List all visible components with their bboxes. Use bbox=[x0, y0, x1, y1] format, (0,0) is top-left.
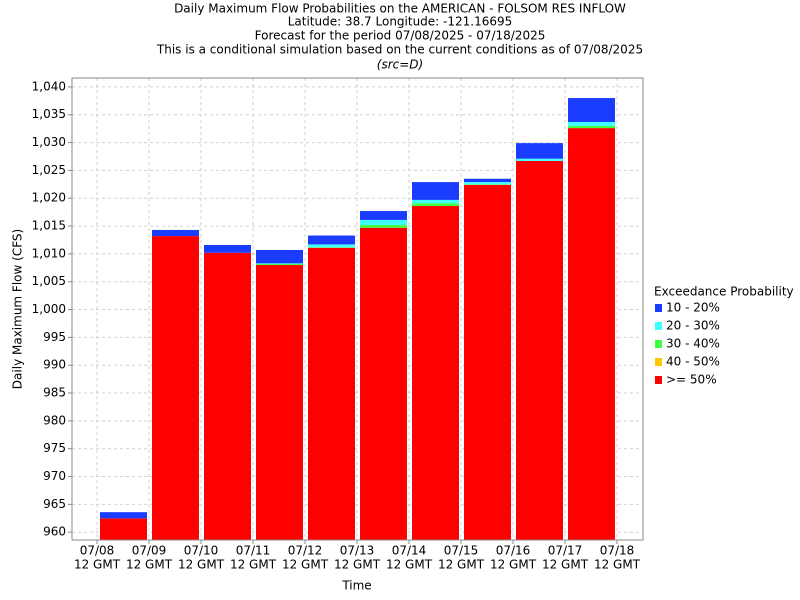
legend-title: Exceedance Probability bbox=[654, 285, 794, 299]
x-tick-label: 12 GMT bbox=[74, 558, 121, 572]
x-tick-label: 07/08 bbox=[80, 544, 115, 558]
bar-segment bbox=[308, 247, 355, 540]
bar-segment bbox=[516, 143, 563, 159]
bar-segment bbox=[412, 206, 459, 540]
y-tick-label: 975 bbox=[43, 441, 66, 455]
bar-segment bbox=[100, 512, 147, 519]
y-tick-label: 985 bbox=[43, 386, 66, 400]
bar-segment bbox=[360, 211, 407, 220]
y-tick-label: 1,000 bbox=[32, 302, 66, 316]
legend-label: 20 - 30% bbox=[666, 319, 720, 333]
chart-title: Daily Maximum Flow Probabilities on the … bbox=[174, 2, 626, 16]
y-tick-label: 995 bbox=[43, 330, 66, 344]
bar-segment bbox=[360, 227, 407, 540]
y-tick-label: 1,035 bbox=[32, 107, 66, 121]
x-tick-label: 12 GMT bbox=[438, 558, 485, 572]
bar-segment bbox=[360, 219, 407, 225]
bar-segment bbox=[412, 182, 459, 200]
legend-swatch bbox=[655, 322, 662, 330]
bar-segment bbox=[204, 252, 251, 541]
x-tick-label: 07/13 bbox=[340, 544, 375, 558]
bar-segment bbox=[100, 518, 147, 540]
bar-segment bbox=[412, 203, 459, 207]
bar-segment bbox=[464, 184, 511, 185]
x-tick-label: 07/11 bbox=[236, 544, 271, 558]
x-tick-label: 07/17 bbox=[548, 544, 583, 558]
x-tick-label: 07/09 bbox=[132, 544, 167, 558]
chart-title: Latitude: 38.7 Longitude: -121.16695 bbox=[288, 15, 513, 29]
chart-title: Forecast for the period 07/08/2025 - 07/… bbox=[255, 29, 546, 43]
y-tick-label: 965 bbox=[43, 497, 66, 511]
chart-title: This is a conditional simulation based o… bbox=[156, 43, 643, 57]
bar-segment bbox=[568, 98, 615, 122]
x-tick-label: 07/14 bbox=[392, 544, 427, 558]
y-tick-label: 1,040 bbox=[32, 79, 66, 93]
y-tick-label: 990 bbox=[43, 358, 66, 372]
legend-label: 10 - 20% bbox=[666, 301, 720, 315]
bar-segment bbox=[568, 125, 615, 129]
legend-swatch bbox=[655, 340, 662, 348]
y-tick-label: 1,015 bbox=[32, 219, 66, 233]
plot-border bbox=[71, 77, 644, 541]
bar-segment bbox=[152, 236, 199, 541]
bar-segment bbox=[464, 182, 511, 185]
legend-swatch bbox=[655, 304, 662, 312]
x-tick-label: 12 GMT bbox=[126, 558, 173, 572]
x-tick-label: 07/15 bbox=[444, 544, 479, 558]
y-tick-label: 1,020 bbox=[32, 191, 66, 205]
bar-segment bbox=[516, 158, 563, 161]
x-tick-label: 12 GMT bbox=[230, 558, 277, 572]
x-tick-label: 12 GMT bbox=[542, 558, 589, 572]
legend-label: 40 - 50% bbox=[666, 355, 720, 369]
bar-segment bbox=[256, 263, 303, 264]
bar-segment bbox=[568, 121, 615, 126]
x-tick-label: 07/16 bbox=[496, 544, 531, 558]
x-tick-label: 07/18 bbox=[600, 544, 635, 558]
legend-label: 30 - 40% bbox=[666, 337, 720, 351]
x-axis-label: Time bbox=[341, 579, 371, 593]
bar-segment bbox=[204, 244, 251, 253]
bar-segment bbox=[412, 199, 459, 204]
bar-segment bbox=[256, 263, 303, 266]
y-tick-label: 960 bbox=[43, 525, 66, 539]
y-axis-label: Daily Maximum Flow (CFS) bbox=[11, 229, 25, 389]
y-tick-label: 1,030 bbox=[32, 135, 66, 149]
bar-segment bbox=[256, 265, 303, 540]
y-tick-label: 1,005 bbox=[32, 274, 66, 288]
bar-segment bbox=[516, 160, 563, 540]
bar-segment bbox=[308, 235, 355, 245]
bar-segment bbox=[464, 184, 511, 540]
y-tick-label: 1,025 bbox=[32, 163, 66, 177]
y-tick-label: 980 bbox=[43, 413, 66, 427]
chart-subtitle: (src=D) bbox=[377, 58, 423, 72]
x-tick-label: 12 GMT bbox=[594, 558, 641, 572]
y-tick-label: 1,010 bbox=[32, 246, 66, 260]
y-tick-label: 970 bbox=[43, 469, 66, 483]
legend-swatch bbox=[655, 358, 662, 366]
bar-segment bbox=[308, 247, 355, 248]
x-tick-label: 12 GMT bbox=[386, 558, 433, 572]
x-tick-label: 12 GMT bbox=[490, 558, 537, 572]
legend-label: >= 50% bbox=[666, 373, 717, 387]
x-tick-label: 12 GMT bbox=[178, 558, 225, 572]
x-tick-label: 12 GMT bbox=[334, 558, 381, 572]
bar-segment bbox=[152, 229, 199, 237]
bar-segment bbox=[568, 128, 615, 541]
bar-segment bbox=[360, 224, 407, 228]
x-tick-label: 07/10 bbox=[184, 544, 219, 558]
x-tick-label: 12 GMT bbox=[282, 558, 329, 572]
bar-segment bbox=[464, 178, 511, 183]
bar-segment bbox=[308, 244, 355, 248]
x-tick-label: 07/12 bbox=[288, 544, 323, 558]
bar-segment bbox=[256, 249, 303, 264]
legend-swatch bbox=[655, 376, 662, 384]
